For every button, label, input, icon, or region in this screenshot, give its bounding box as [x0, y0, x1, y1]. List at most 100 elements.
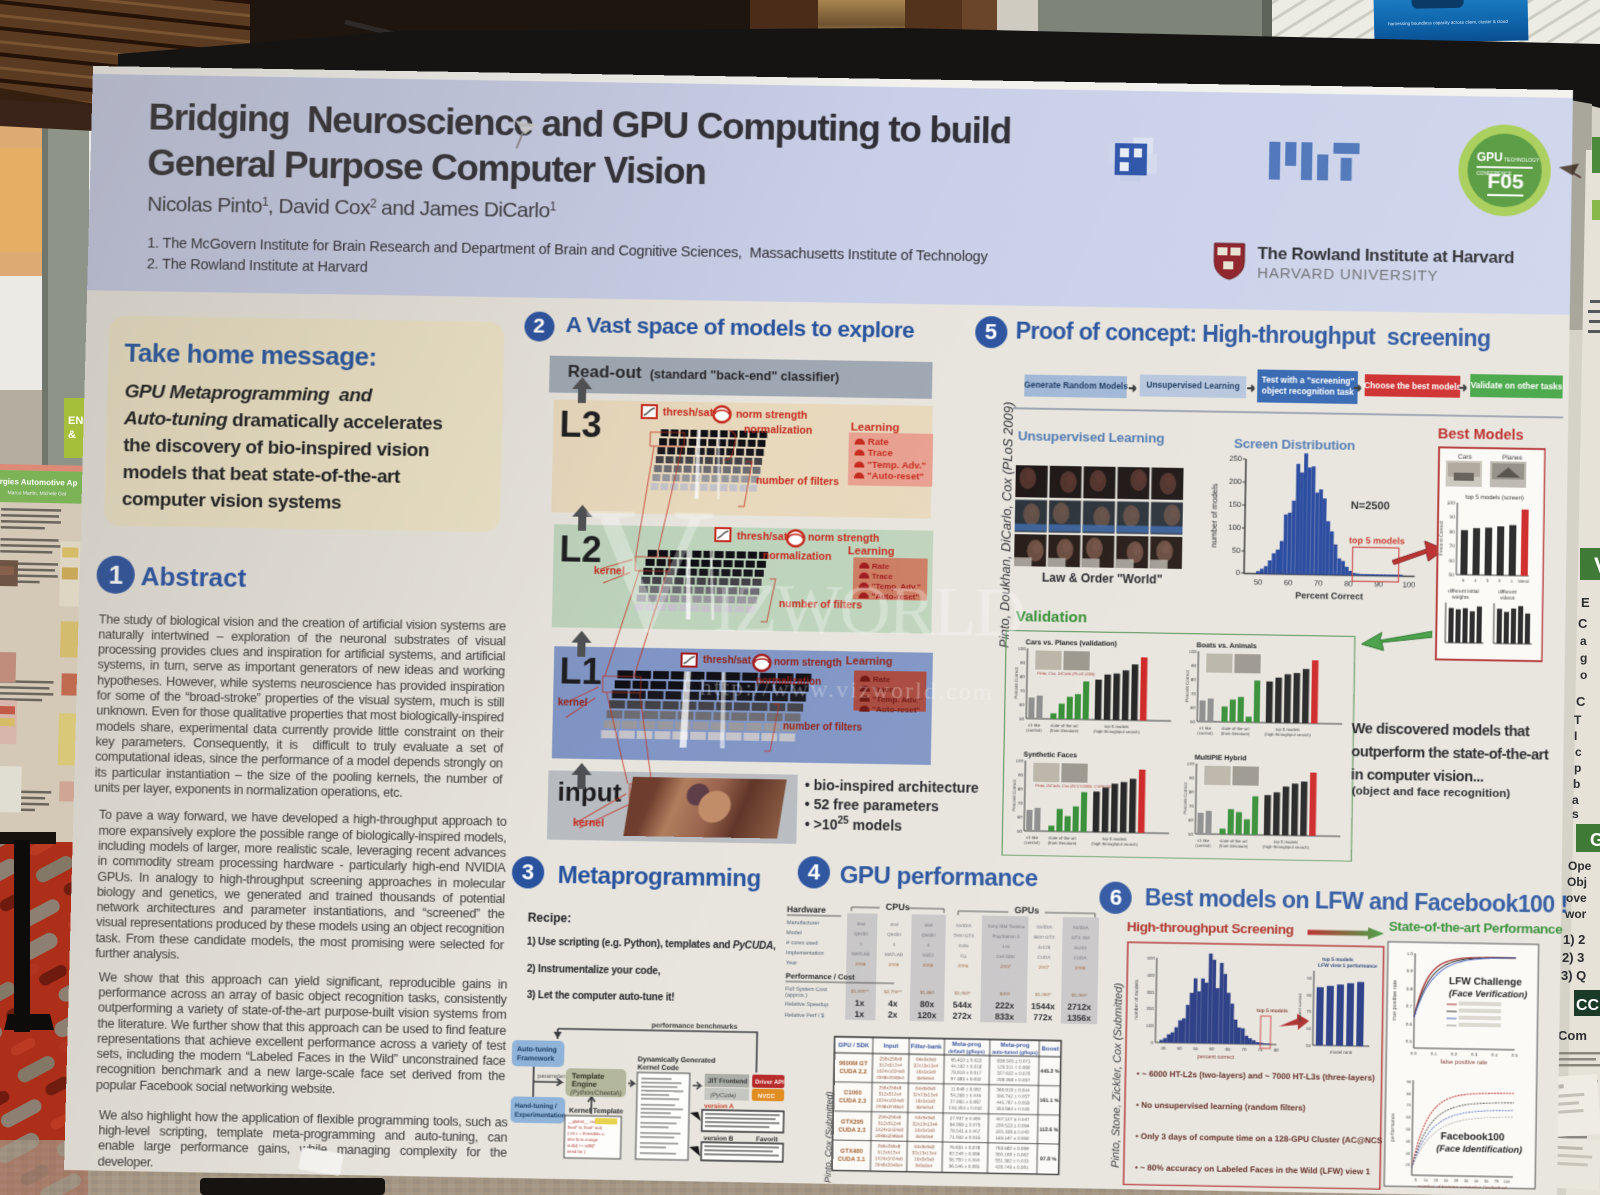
svg-text:(control): (control): [1198, 730, 1214, 735]
svg-text:Sony IBM Toshiba: Sony IBM Toshiba: [987, 924, 1025, 930]
svg-text:Percent Correct: Percent Correct: [1438, 520, 1445, 556]
svg-text:4x: 4x: [888, 998, 898, 1008]
svg-text:Manufacturer: Manufacturer: [786, 920, 819, 927]
svg-text:(from literature): (from literature): [1221, 731, 1250, 737]
svg-text:(high-throughput search): (high-throughput search): [1263, 844, 1310, 850]
svg-text:percent correct: percent correct: [1197, 1054, 1235, 1061]
svg-text:Framework: Framework: [517, 1055, 555, 1063]
svg-text:250: 250: [1229, 453, 1242, 462]
svg-text:version B: version B: [704, 1135, 734, 1143]
svg-text:70: 70: [1020, 688, 1026, 693]
svg-text:Planes: Planes: [1502, 454, 1522, 461]
svg-text:90: 90: [1406, 1079, 1411, 1084]
svg-text:s: s: [1572, 807, 1579, 821]
svg-text:80: 80: [1189, 790, 1195, 795]
svg-text:50: 50: [1484, 1180, 1488, 1184]
svg-text:100: 100: [1228, 522, 1241, 531]
svg-text:78.541 ± 0.067: 78.541 ± 0.067: [950, 1128, 981, 1134]
svg-text:64x9x9x8: 64x9x9x8: [915, 1144, 935, 1149]
svg-text:v1-like: v1-like: [1199, 725, 1212, 730]
svg-text:G: G: [1590, 830, 1600, 850]
svg-text:Percent Correct: Percent Correct: [1012, 779, 1018, 811]
svg-text:c: c: [1575, 745, 1582, 759]
svg-text:70: 70: [1191, 691, 1197, 696]
svg-text:50: 50: [1188, 832, 1194, 837]
svg-text:Kernel Code: Kernel Code: [638, 1065, 680, 1073]
svg-text:27.965 ± 0.087: 27.965 ± 0.087: [950, 1099, 981, 1105]
svg-text:92.248 ± 0.096: 92.248 ± 0.096: [949, 1151, 980, 1157]
svg-text:407.107 ± 0.047: 407.107 ± 0.047: [996, 1117, 1030, 1123]
svg-text:16x5x5x8: 16x5x5x8: [916, 1099, 936, 1104]
svg-text:300: 300: [1147, 990, 1155, 995]
svg-text:4x96: 4x96: [958, 943, 969, 948]
svg-text:50: 50: [1254, 577, 1263, 586]
svg-text:222x: 222x: [995, 1000, 1015, 1010]
svg-text:wor: wor: [1564, 907, 1587, 921]
svg-text:GTX 280: GTX 280: [1071, 935, 1090, 940]
svg-text:CUDA 2.3: CUDA 2.3: [839, 1099, 867, 1106]
svg-text:Year: Year: [786, 960, 797, 966]
svg-text:Relative Speedup: Relative Speedup: [785, 1002, 829, 1009]
svg-text:JIT Frontend: JIT Frontend: [708, 1078, 748, 1086]
svg-text:Synthetic Faces: Synthetic Faces: [1024, 752, 1078, 760]
svg-text:2006: 2006: [958, 963, 969, 968]
svg-text:1.0: 1.0: [1407, 951, 1414, 956]
svg-text:Q9450: Q9450: [921, 933, 935, 938]
svg-text:top 5 models (screen): top 5 models (screen): [1465, 494, 1523, 501]
svg-text:1024x1024x8: 1024x1024x8: [877, 1069, 905, 1075]
svg-text:97.8 %: 97.8 %: [1040, 1157, 1057, 1163]
svg-text:$1,000**: $1,000**: [851, 989, 869, 994]
svg-text:1x: 1x: [855, 998, 865, 1008]
svg-text:{ int x = threadIdx.x;: { int x = threadIdx.x;: [568, 1131, 605, 1137]
svg-text:(high-throughput search): (high-throughput search): [1094, 729, 1141, 735]
svg-text:p: p: [1574, 761, 1581, 775]
svg-text:v1-like: v1-like: [1197, 838, 1210, 843]
svg-text:60: 60: [1189, 818, 1195, 823]
svg-text:Implementation: Implementation: [786, 950, 824, 957]
svg-text:80: 80: [1274, 1047, 1280, 1052]
svg-text:(approx.): (approx.): [785, 992, 807, 998]
svg-text:NVCC: NVCC: [758, 1094, 776, 1100]
svg-text:30: 30: [1464, 1179, 1468, 1183]
svg-text:CUDA 2.3: CUDA 2.3: [839, 1128, 867, 1135]
svg-text:512x512x4: 512x512x4: [880, 1063, 903, 1068]
svg-text:100: 100: [1447, 500, 1456, 506]
svg-text:50: 50: [1232, 545, 1241, 554]
svg-text:256x256x8: 256x256x8: [879, 1115, 902, 1120]
svg-text:EN: EN: [68, 415, 83, 427]
svg-text:0.1: 0.1: [1430, 1052, 1437, 1057]
svg-text:$2,700**: $2,700**: [884, 989, 902, 994]
svg-text:#for $i in xrange: #for $i in xrange: [568, 1137, 599, 1143]
svg-text:40: 40: [1474, 1179, 1478, 1183]
svg-text:• ~ 80% accuracy on Labeled Fa: • ~ 80% accuracy on Labeled Faces in the…: [1135, 1163, 1371, 1176]
svg-text:50: 50: [1190, 719, 1196, 724]
svg-text:false positive rate: false positive rate: [1440, 1060, 1488, 1067]
svg-text:50: 50: [1019, 716, 1025, 721]
svg-text:state-of-the-art: state-of-the-art: [1220, 838, 1249, 844]
svg-text:16x5x5x8: 16x5x5x8: [914, 1157, 934, 1162]
svg-text:256x256x8: 256x256x8: [879, 1085, 902, 1090]
svg-text:1x: 1x: [854, 1009, 864, 1019]
svg-text:Percent Correct: Percent Correct: [1185, 670, 1191, 702]
svg-text:3: 3: [1486, 578, 1489, 583]
svg-text:1024x1024x8: 1024x1024x8: [876, 1127, 904, 1133]
svg-text:top 5 models: top 5 models: [1257, 1008, 1288, 1015]
svg-text:428.749 ± 0.081: 428.749 ± 0.081: [995, 1165, 1029, 1171]
svg-text:(from literature): (from literature): [1050, 728, 1079, 734]
svg-text:$1,060*: $1,060*: [1071, 993, 1087, 998]
svg-text:84.968 ± 0.075: 84.968 ± 0.075: [950, 1122, 981, 1128]
svg-text:Full System Cost: Full System Cost: [785, 986, 827, 993]
svg-text:100: 100: [1018, 646, 1026, 651]
svg-text:(high-throughput search): (high-throughput search): [1265, 732, 1312, 738]
svg-text:Hand-tuning /: Hand-tuning /: [515, 1103, 557, 1111]
svg-text:0.9: 0.9: [1406, 968, 1413, 973]
svg-text:GPU / SDK: GPU / SDK: [838, 1043, 870, 1050]
svg-text:videos: videos: [1500, 595, 1515, 601]
svg-text:(high-throughput search): (high-throughput search): [1092, 841, 1139, 847]
svg-text:90: 90: [1189, 775, 1195, 780]
svg-text:Facebook100: Facebook100: [1440, 1131, 1505, 1143]
svg-text:50: 50: [1448, 572, 1454, 578]
svg-text:Auto-tuning: Auto-tuning: [517, 1046, 557, 1054]
svg-text:90: 90: [1374, 579, 1383, 588]
svg-text:Kernel Template: Kernel Template: [569, 1108, 623, 1116]
